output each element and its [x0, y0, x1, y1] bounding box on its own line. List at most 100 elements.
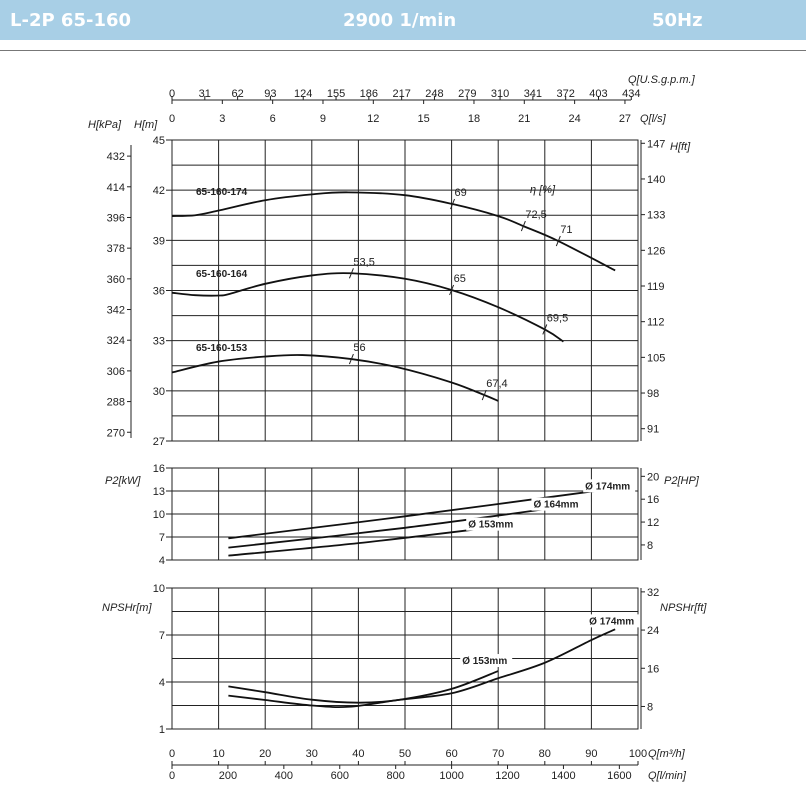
ls-tick-label: 24 — [568, 113, 580, 125]
p2-hp-tick-label: 20 — [647, 471, 659, 483]
model-title: L-2P 65-160 — [10, 10, 132, 31]
usgpm-tick-label: 0 — [169, 88, 175, 100]
ls-tick-label: 9 — [320, 113, 326, 125]
usgpm-tick-label: 434 — [622, 88, 640, 100]
power-curve-label: Ø 174mm — [585, 481, 630, 492]
ls-tick-label: 0 — [169, 113, 175, 125]
power-label-bg — [583, 479, 636, 493]
h-tick-label: 36 — [153, 286, 165, 298]
lmin-tick-label: 200 — [219, 770, 237, 782]
npsh-tick-label: 1 — [159, 724, 165, 736]
power-curve-label: Ø 164mm — [533, 500, 578, 511]
m3h-tick-label: 30 — [306, 748, 318, 760]
power-curve — [228, 525, 499, 557]
efficiency-tick-mark — [555, 235, 561, 247]
kpa-tick-label: 414 — [107, 182, 125, 194]
lmin-tick-label: 800 — [387, 770, 405, 782]
kpa-tick-label: 342 — [107, 305, 125, 317]
ls-axis-label: Q[l/s] — [640, 113, 667, 125]
usgpm-axis-label: Q[U.S.g.p.m.] — [628, 74, 696, 86]
efficiency-value: 71 — [560, 224, 572, 236]
header-bar: L-2P 65-160 2900 1/min 50Hz — [0, 0, 806, 40]
npsh-ft-tick-label: 8 — [647, 701, 653, 713]
npsh-label-bg — [587, 614, 640, 628]
head-curve-65-160-153 — [171, 354, 499, 402]
usgpm-tick-label: 217 — [392, 88, 410, 100]
efficiency-tick-mark — [481, 389, 487, 401]
h-ft-tick-label: 140 — [647, 174, 665, 186]
efficiency-label: η [%] — [530, 184, 556, 196]
efficiency-value: 72,5 — [525, 209, 546, 221]
ls-tick-label: 15 — [418, 113, 430, 125]
m3h-tick-label: 70 — [492, 748, 504, 760]
m3h-tick-label: 10 — [212, 748, 224, 760]
head-curve-65-160-174 — [171, 191, 616, 272]
m3h-tick-label: 0 — [169, 748, 175, 760]
ls-tick-label: 21 — [518, 113, 530, 125]
efficiency-tick-mark — [520, 220, 526, 232]
p2-tick-label: 4 — [159, 555, 165, 567]
usgpm-tick-label: 279 — [458, 88, 476, 100]
efficiency-value: 65 — [454, 273, 466, 285]
npsh-label-bg — [460, 654, 513, 668]
npsh-ft-tick-label: 32 — [647, 587, 659, 599]
head-curve-65-160-164 — [171, 272, 564, 343]
speed-label: 2900 1/min — [343, 10, 457, 31]
npsh-ft-tick-label: 24 — [647, 625, 659, 637]
head-curve-label: 65-160-153 — [196, 343, 248, 354]
efficiency-tick-mark — [348, 353, 354, 365]
h-ft-tick-label: 98 — [647, 388, 659, 400]
usgpm-tick-label: 403 — [589, 88, 607, 100]
usgpm-tick-label: 186 — [360, 88, 378, 100]
usgpm-tick-label: 310 — [491, 88, 509, 100]
usgpm-tick-label: 248 — [425, 88, 443, 100]
h-ft-tick-label: 133 — [647, 210, 665, 222]
lmin-tick-label: 1000 — [439, 770, 463, 782]
npsh-curve — [228, 670, 499, 704]
plot-frame-3 — [171, 587, 639, 730]
p2-tick-label: 13 — [153, 486, 165, 498]
efficiency-value: 67,4 — [486, 378, 507, 390]
h-kpa-axis-label: H[kPa] — [88, 119, 122, 131]
p2-hp-axis-label: P2[HP] — [664, 475, 700, 487]
h-tick-label: 42 — [153, 185, 165, 197]
m3h-tick-label: 90 — [585, 748, 597, 760]
npsh-tick-label: 4 — [159, 677, 165, 689]
efficiency-tick-mark — [542, 324, 548, 335]
p2-hp-tick-label: 12 — [647, 517, 659, 529]
lmin-tick-label: 1200 — [495, 770, 519, 782]
efficiency-value: 56 — [353, 342, 365, 354]
efficiency-value: 69,5 — [547, 312, 568, 324]
lmin-tick-label: 0 — [169, 770, 175, 782]
m3h-axis-label: Q[m³/h] — [648, 748, 686, 760]
head-curve-label: 65-160-174 — [196, 187, 248, 198]
efficiency-tick-mark — [450, 198, 455, 210]
npsh-curve-label: Ø 174mm — [589, 616, 634, 627]
kpa-tick-label: 270 — [107, 427, 125, 439]
npsh-curve — [228, 628, 616, 709]
h-tick-label: 27 — [153, 436, 165, 448]
kpa-tick-label: 288 — [107, 397, 125, 409]
m3h-tick-label: 80 — [539, 748, 551, 760]
lmin-tick-label: 1400 — [551, 770, 575, 782]
h-ft-tick-label: 91 — [647, 424, 659, 436]
lmin-axis-label: Q[l/min] — [648, 770, 687, 782]
p2-tick-label: 10 — [153, 509, 165, 521]
m3h-tick-label: 40 — [352, 748, 364, 760]
power-curve — [228, 487, 616, 540]
lmin-tick-label: 400 — [275, 770, 293, 782]
efficiency-value: 53,5 — [353, 256, 374, 268]
usgpm-tick-label: 62 — [231, 88, 243, 100]
npsh-m-axis-label: NPSHr[m] — [102, 602, 152, 614]
header-divider — [0, 50, 806, 51]
kpa-tick-label: 396 — [107, 212, 125, 224]
m3h-tick-label: 100 — [629, 748, 647, 760]
kpa-tick-label: 360 — [107, 274, 125, 286]
p2-tick-label: 16 — [153, 463, 165, 475]
power-curve — [228, 505, 564, 549]
p2-hp-tick-label: 16 — [647, 494, 659, 506]
efficiency-tick-mark — [348, 268, 354, 279]
kpa-tick-label: 378 — [107, 243, 125, 255]
npsh-tick-label: 10 — [153, 583, 165, 595]
